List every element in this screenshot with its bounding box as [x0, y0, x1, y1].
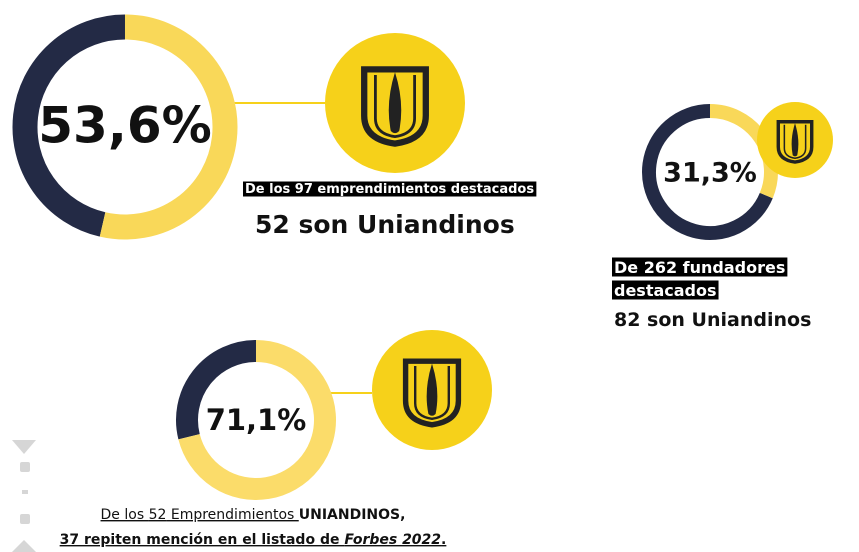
side-icons	[12, 440, 36, 552]
logo	[757, 102, 833, 178]
donut-rest	[12, 14, 126, 237]
annotation-part: De 262 fundadores	[614, 258, 785, 277]
logo-shield-inner	[783, 124, 807, 160]
logo-shield-inner	[374, 75, 416, 139]
annotation-part: Emprendimientos	[166, 507, 298, 523]
annotation: De 262 fundadores	[614, 258, 785, 277]
annotation: 82 son Uniandinos	[614, 309, 811, 331]
donut-value	[178, 340, 336, 500]
annotation: 37 repiten mención en el listado de Forb…	[60, 532, 447, 548]
annotation-part: 52 son Uniandinos	[255, 210, 515, 239]
annotation-part: De los	[101, 507, 149, 523]
annotation-bg	[612, 280, 719, 300]
annotation-part: 52	[149, 507, 167, 523]
logo-shield	[361, 66, 429, 147]
annotation-part: Forbes 2022	[344, 532, 441, 548]
logo-shield	[402, 358, 462, 428]
logo	[325, 33, 465, 173]
annotation-part: destacados	[614, 281, 717, 300]
logo-shield	[776, 120, 814, 164]
annotation: De los 52 Emprendimientos UNIANDINOS,	[101, 507, 406, 523]
value-label: 71,1%	[206, 403, 307, 437]
value-label: 31,3%	[663, 158, 757, 189]
logo-flame	[388, 72, 402, 134]
annotation-bg	[243, 181, 537, 197]
logo-flame	[426, 363, 438, 416]
annotation: De los 97 emprendimientos destacados	[245, 182, 534, 197]
donut-value	[99, 14, 238, 240]
annotation: destacados	[614, 281, 717, 300]
donut-rest	[642, 104, 773, 240]
annotation: 52 son Uniandinos	[255, 210, 515, 239]
annotation-bg	[612, 257, 788, 277]
annotation-part: .	[441, 532, 446, 548]
logo-flame	[791, 123, 799, 157]
annotation-part: 82 son Uniandinos	[614, 309, 811, 331]
annotation-part: UNIANDINOS,	[299, 507, 406, 523]
donut-rest	[176, 340, 257, 440]
value-label: 53,6%	[38, 97, 211, 155]
logo	[372, 330, 492, 450]
annotation-part: De los 97 emprendimientos destacados	[245, 182, 534, 197]
annotation-part: 37 repiten mención en el listado de	[60, 532, 345, 548]
logo-shield-inner	[413, 365, 451, 421]
